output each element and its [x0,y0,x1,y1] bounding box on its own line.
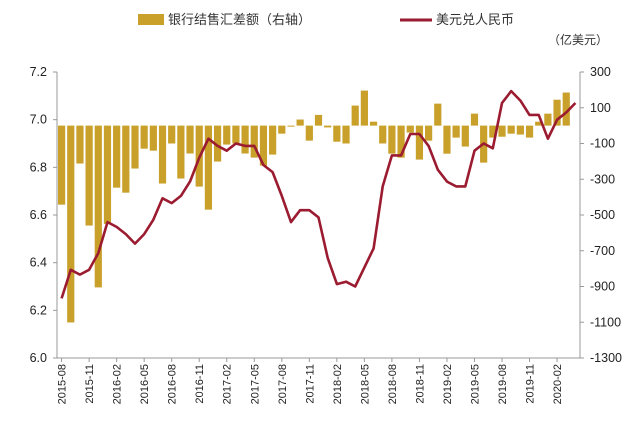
bar [296,119,304,126]
bar [213,125,222,162]
x-tick-label: 2018-08 [387,364,399,404]
bar [406,125,414,133]
legend: 银行结售汇差额（右轴） 美元兑人民币 （亿美元） [138,12,608,47]
bar [131,125,139,169]
bar [94,125,102,288]
right-tick-label: 300 [590,65,611,79]
bar [443,125,451,154]
x-tick-label: 2019-02 [442,364,454,404]
bar [333,125,341,142]
bar [489,125,497,138]
x-tick-label: 2019-08 [497,364,509,404]
x-tick-label: 2016-05 [139,364,151,404]
x-tick-label: 2018-02 [332,364,344,404]
bar [168,125,176,144]
bar [360,90,368,126]
bar [498,125,506,137]
bar [158,125,167,184]
x-tick-label: 2019-05 [469,364,481,404]
x-tick-label: 2016-08 [167,364,179,404]
x-tick-label: 2017-08 [277,364,289,404]
legend-line-label: 美元兑人民币 [436,13,514,28]
line-series [60,89,577,299]
bar [415,125,424,160]
bar [544,113,552,126]
left-tick-label: 6.4 [30,256,47,270]
right-tick-label: 100 [590,101,611,115]
right-tick-label: -100 [590,137,615,151]
left-tick-label: 7.0 [30,113,47,127]
right-tick-label: -1100 [590,315,621,329]
left-tick-label: 6.8 [30,160,47,174]
x-tick-label: 2020-02 [552,364,564,404]
bar [425,125,433,141]
legend-bar-swatch [138,14,164,25]
bar [452,125,460,138]
bar [250,125,258,158]
bar [379,125,387,144]
bar [103,125,112,224]
right-tick-label: -500 [590,208,615,222]
x-tick-label: 2017-02 [222,364,234,404]
bar [324,125,332,128]
bar [232,125,240,144]
x-tick-label: 2015-11 [84,364,96,404]
bar [562,92,570,126]
left-tick-label: 6.0 [30,351,47,365]
right-tick-label: -300 [590,172,615,186]
bar [351,105,359,126]
bar [57,125,66,205]
bar [507,125,515,134]
bar [397,125,405,158]
legend-bar-label: 银行结售汇差额（右轴） [168,12,311,28]
bar [241,125,249,154]
exchange-rate-line [60,89,577,299]
bar [177,125,185,179]
x-tick-label: 2017-05 [249,364,261,404]
x-tick-label: 2016-02 [112,364,124,404]
left-tick-label: 7.2 [30,65,47,79]
bar [113,125,121,188]
bar [149,125,157,151]
bar [122,125,130,193]
bar [553,99,561,126]
bar [535,121,543,126]
left-tick-label: 6.2 [30,303,47,317]
bar [269,125,277,155]
bar [204,125,212,210]
bar [470,113,479,126]
bar [516,125,524,135]
bar [186,125,194,154]
bar [287,125,295,127]
bar [388,125,396,154]
bar [278,125,286,134]
x-tick-label: 2017-11 [304,364,316,404]
x-tick-label: 2018-11 [414,364,426,404]
bar [67,125,75,323]
bar [461,125,469,147]
x-tick-label: 2015-08 [57,364,69,404]
bar [76,125,84,164]
bar [525,125,534,138]
bar [85,125,93,226]
left-tick-label: 6.6 [30,208,47,222]
right-tick-label: -900 [590,280,615,294]
x-tick-label: 2019-11 [525,364,537,404]
bar [305,125,313,141]
axes: 6.0 6.2 6.4 6.6 6.8 7.0 7.2 300 100 -100 -300 -500 -… [30,65,622,404]
bar [223,125,231,145]
bar [342,125,350,144]
x-tick-label: 2016-11 [194,364,206,404]
right-axis-unit: （亿美元） [548,32,608,47]
bar [140,125,148,149]
bar-series [57,90,570,323]
bar [314,114,323,126]
right-tick-label: -1300 [590,351,622,365]
right-tick-label: -700 [590,244,615,258]
x-tick-label: 2018-05 [359,364,371,404]
bar [259,125,268,166]
bar [369,121,378,126]
bar [434,103,442,126]
